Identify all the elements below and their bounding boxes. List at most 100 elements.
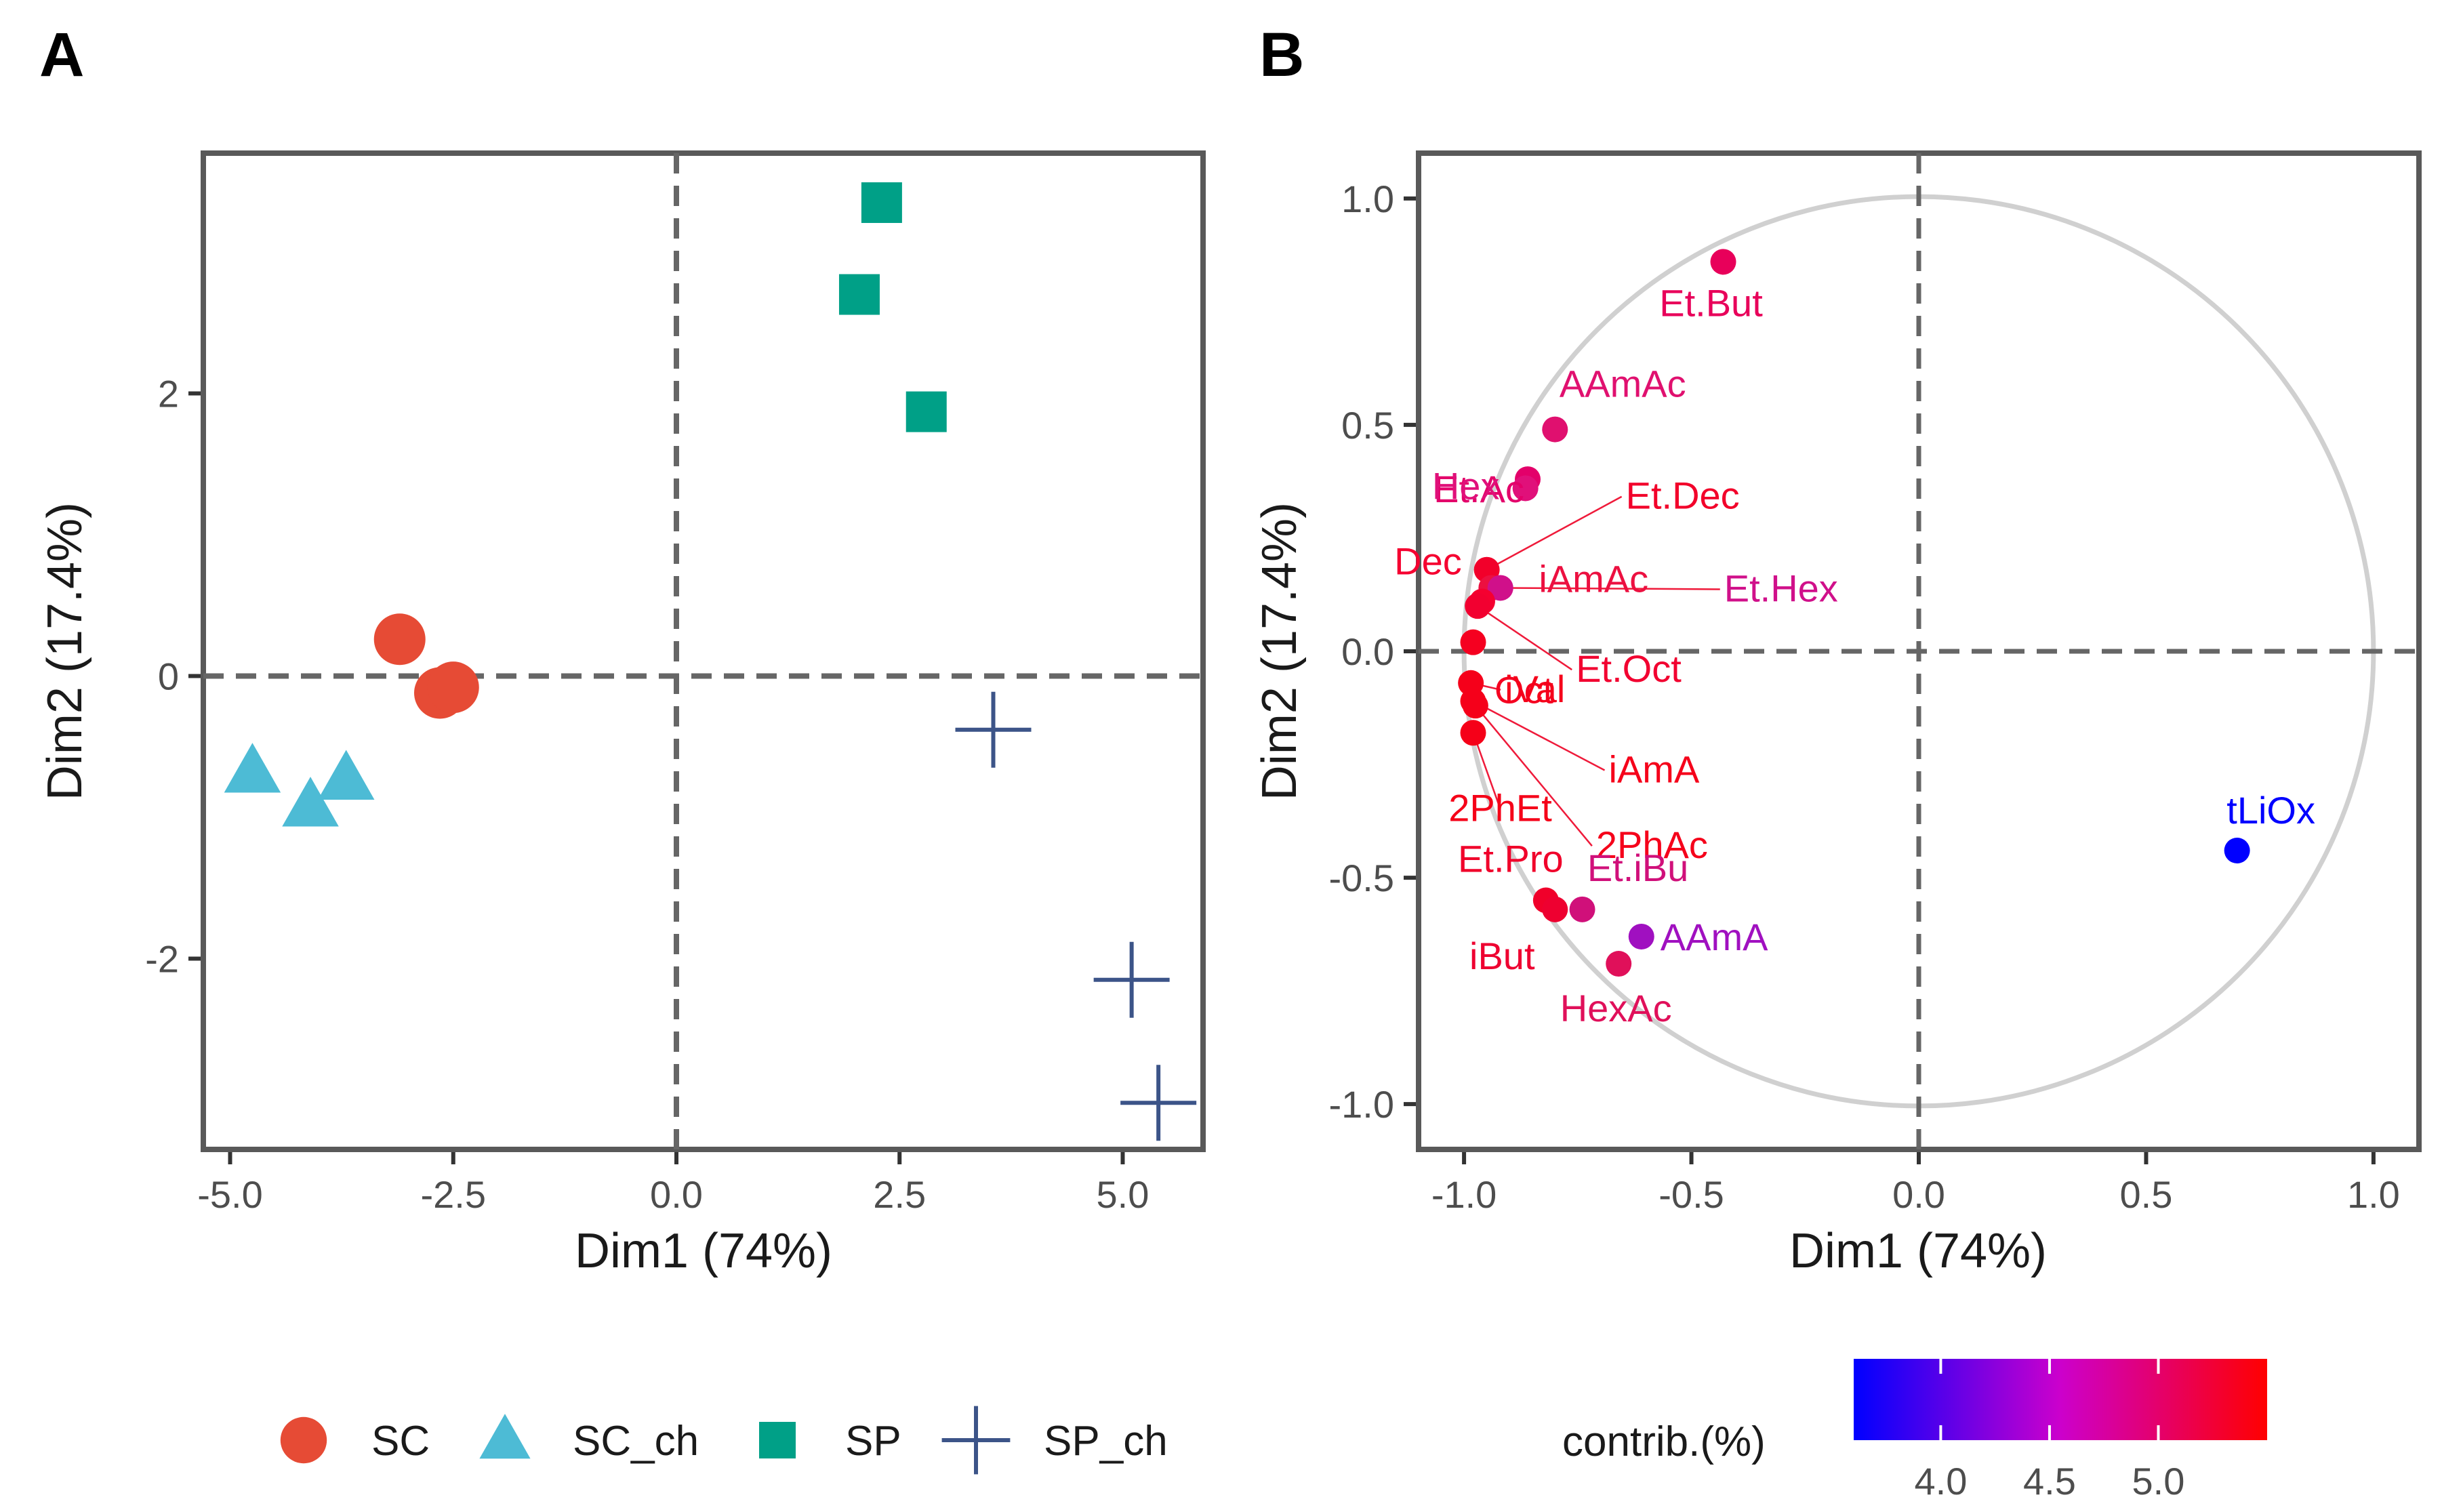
data-point-sp	[905, 391, 947, 432]
variable-point-oct	[1460, 629, 1486, 655]
x-tick-label: -1.0	[1431, 1173, 1497, 1216]
variable-point-2phet	[1460, 720, 1486, 746]
variable-point-et-but	[1710, 249, 1736, 275]
variable-point-ibut	[1542, 896, 1568, 922]
variable-point-aamac	[1542, 416, 1568, 443]
legend-key-sc-ch	[479, 1414, 531, 1459]
data-point-sc-ch	[224, 743, 281, 793]
panel-a-frame	[201, 150, 1206, 1152]
data-point-sc-ch	[317, 750, 375, 800]
data-point-sp	[861, 182, 902, 223]
data-point-sp-ch	[1120, 1065, 1197, 1141]
colorbar-tick-label: 5.0	[2132, 1460, 2185, 1503]
legend-item-sc: SC	[280, 1416, 430, 1465]
variable-point-et-ibu	[1569, 896, 1595, 922]
variable-point-hex	[1512, 475, 1539, 502]
x-tick-label: -5.0	[197, 1173, 263, 1216]
variable-label-hexac: HexAc	[1560, 987, 1672, 1029]
data-point-sc	[373, 613, 426, 666]
variable-label-et-oct: Et.Oct	[1576, 647, 1682, 690]
data-point-sp-ch	[955, 691, 1032, 768]
legend-item-sp-ch: SP_ch	[941, 1406, 1168, 1475]
variable-label-2phet: 2PhEt	[1448, 786, 1552, 829]
variable-label-ival: iVal	[1505, 668, 1565, 710]
label-leader-line	[1472, 732, 1501, 809]
legend-label: SP	[845, 1418, 901, 1465]
variable-label-2phac: 2PhAc	[1596, 823, 1708, 866]
panel-b-variable-points	[1458, 249, 2250, 977]
label-leader-line	[1500, 587, 1720, 590]
colorbar-title: contrib.(%)	[1562, 1418, 1766, 1465]
colorbar-tick-label: 4.5	[2023, 1460, 2076, 1503]
panel-b-y-axis-title: Dim2 (17.4%)	[1253, 502, 1307, 800]
panel-b-x-axis-title: Dim1 (74%)	[1789, 1224, 2047, 1278]
variable-label-et-hex: Et.Hex	[1724, 567, 1838, 609]
variable-label-et-pro: Et.Pro	[1458, 838, 1564, 880]
variable-point-aama	[1628, 923, 1654, 949]
variable-label-dec: Dec	[1394, 540, 1462, 583]
x-tick-label: 0.5	[2120, 1173, 2173, 1216]
variable-label-et-dec: Et.Dec	[1626, 474, 1740, 517]
x-tick-label: 1.0	[2347, 1173, 2400, 1216]
variable-label-hex: Hex	[1432, 464, 1500, 507]
panel-a-legend: SC SC_ch SP SP_ch	[280, 1406, 1168, 1475]
variable-label-aama: AAmA	[1661, 916, 1768, 958]
x-tick-label: -2.5	[421, 1173, 487, 1216]
panel-b-reference-lines	[1419, 153, 2419, 1149]
legend-item-sp: SP	[759, 1418, 901, 1465]
variable-point-et-hex	[1487, 575, 1513, 601]
x-tick-label: 2.5	[873, 1173, 926, 1216]
colorbar-gradient	[1854, 1359, 2267, 1440]
variable-label-aamac: AAmAc	[1560, 363, 1686, 405]
legend-item-sc-ch: SC_ch	[479, 1414, 699, 1465]
variable-label-et-ibu: Et.iBu	[1587, 846, 1688, 889]
x-tick-label: 5.0	[1097, 1173, 1149, 1216]
panel-a-x-ticks: -5.0 -2.5 0.0 2.5 5.0	[197, 1152, 1149, 1216]
variable-point-et-oct	[1465, 593, 1491, 619]
contrib-colorbar: 4.0 4.5 5.0 contrib.(%)	[1562, 1359, 2267, 1503]
y-tick-label: 0	[158, 655, 179, 697]
y-tick-label: 2	[158, 372, 179, 415]
x-tick-label: 0.0	[650, 1173, 703, 1216]
panel-b-x-ticks: -1.0 -0.5 0.0 0.5 1.0	[1431, 1152, 2400, 1216]
y-tick-label: 0.0	[1341, 630, 1394, 673]
label-leader-line	[1472, 700, 1606, 771]
label-leader-line	[1486, 495, 1623, 571]
data-point-sp-ch	[1093, 941, 1170, 1018]
y-tick-label: -1.0	[1329, 1083, 1395, 1126]
legend-label: SC_ch	[573, 1418, 699, 1465]
variable-label-ibut: iBut	[1469, 935, 1535, 977]
panel-a-scatter: -5.0 -2.5 0.0 2.5 5.0 -2 0 2 Dim1 (74%) Dim2 (…	[38, 150, 1206, 1475]
panel-a-reference-lines	[203, 153, 1203, 1149]
variable-label-oct: Oct	[1494, 669, 1554, 712]
variable-label-et-but: Et.But	[1659, 281, 1763, 324]
variable-label-et-ac: Et.Ac	[1433, 468, 1524, 510]
data-point-sc-ch	[282, 777, 339, 827]
x-tick-label: 0.0	[1892, 1173, 1945, 1216]
y-tick-label: 0.5	[1341, 404, 1394, 447]
panel-a-y-axis-title: Dim2 (17.4%)	[38, 502, 92, 800]
legend-key-sp	[759, 1422, 796, 1458]
legend-label: SC	[371, 1418, 430, 1465]
data-point-sp	[838, 274, 880, 315]
label-leader-line	[1474, 705, 1593, 846]
variable-point-hexac	[1606, 951, 1632, 977]
legend-key-sp-ch	[941, 1406, 1011, 1475]
legend-label: SP_ch	[1044, 1418, 1168, 1465]
panel-a-points	[224, 182, 1197, 1141]
panel-b-letter: B	[1259, 20, 1304, 89]
panel-b-y-ticks: -1.0 -0.5 0.0 0.5 1.0	[1329, 178, 1416, 1126]
y-tick-label: -0.5	[1329, 857, 1395, 899]
label-leader-line	[1477, 605, 1572, 671]
y-tick-label: 1.0	[1341, 178, 1394, 220]
variable-point-2phac	[1462, 693, 1488, 719]
y-tick-label: -2	[145, 938, 179, 981]
variable-point-tliox	[2224, 838, 2250, 863]
panel-a-letter: A	[39, 20, 84, 89]
variable-label-iama: iAmA	[1609, 748, 1700, 791]
legend-key-sc	[280, 1416, 327, 1464]
panel-a-y-ticks: -2 0 2	[145, 372, 201, 981]
